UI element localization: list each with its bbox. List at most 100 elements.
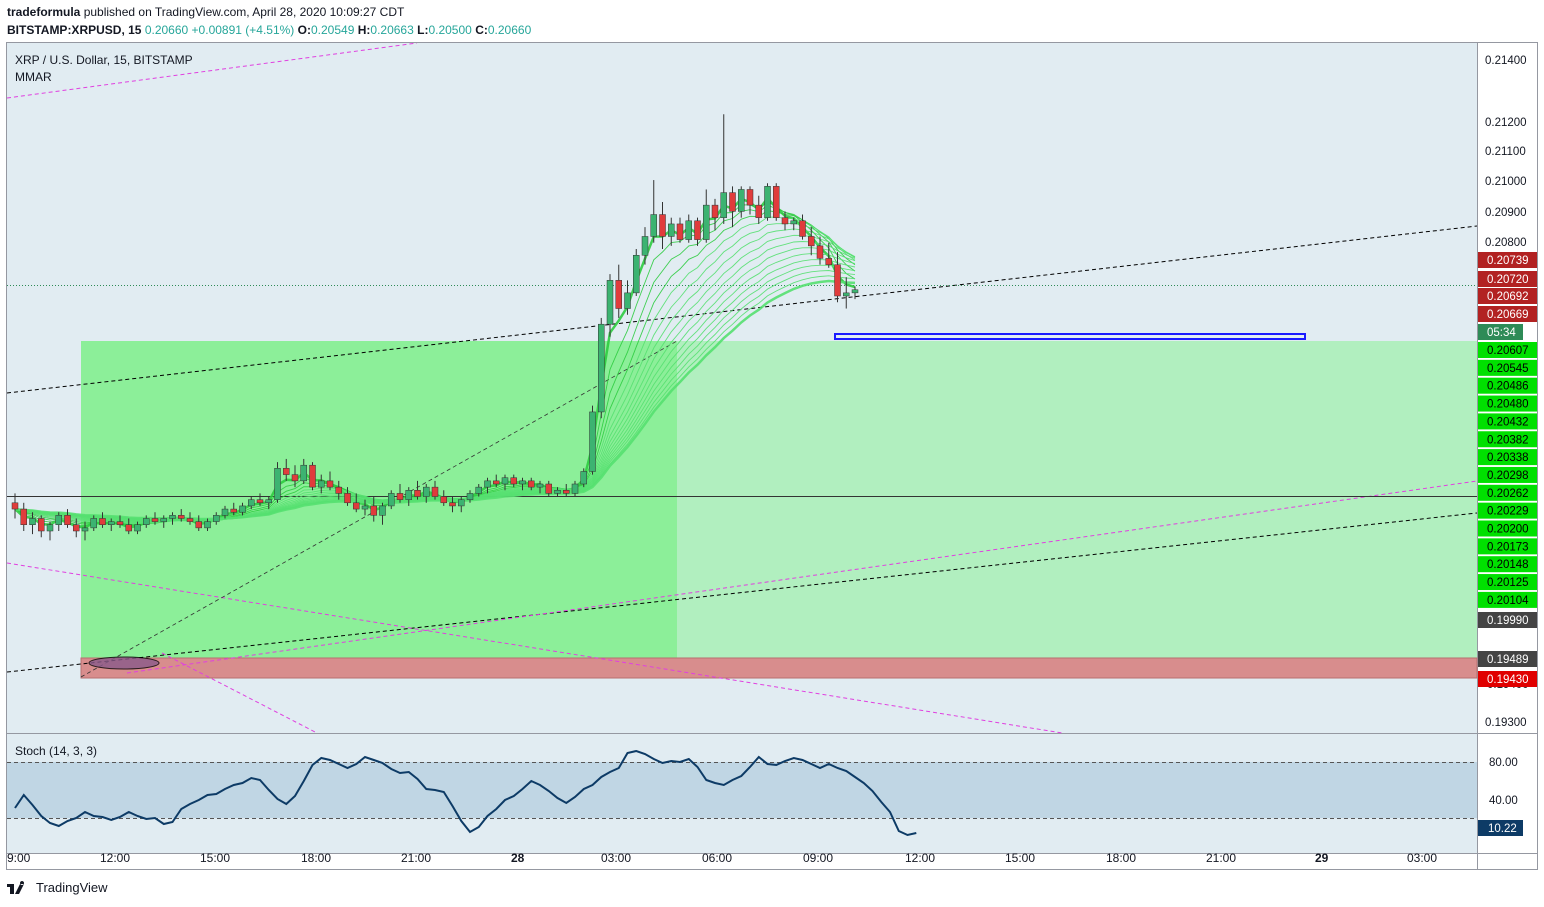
candle-body — [764, 186, 771, 218]
candle-body — [73, 524, 80, 532]
trendline-magenta-top[interactable] — [6, 42, 418, 99]
candle-body — [396, 493, 404, 500]
dark-price-label-bg — [1478, 651, 1537, 667]
candle-body — [11, 502, 19, 510]
candle-body — [720, 192, 727, 218]
stoch-current-label: 10.22 — [1488, 823, 1517, 835]
candle-body — [309, 464, 316, 488]
candle-body — [755, 204, 762, 218]
candle-body — [326, 480, 334, 488]
chart-container[interactable]: XRP / U.S. Dollar, 15, BITSTAMP MMAR Sto… — [6, 42, 1538, 870]
candle-body — [300, 464, 307, 482]
candle-body — [361, 505, 369, 510]
candle-body — [738, 189, 745, 212]
green-price-label: 0.20298 — [1487, 470, 1529, 482]
stoch-axis[interactable]: 80.00 40.00 10.22 — [1478, 757, 1523, 836]
trendline-magenta-up[interactable] — [126, 480, 1478, 674]
candle-body — [694, 220, 701, 240]
open-value: 0.20549 — [310, 23, 355, 37]
chart-canvas[interactable]: XRP / U.S. Dollar, 15, BITSTAMP MMAR Sto… — [6, 42, 1537, 869]
candle-body — [405, 490, 412, 500]
candle-body — [624, 292, 631, 309]
time-tick-label: 03:00 — [601, 851, 631, 865]
green-price-label: 0.20432 — [1487, 416, 1529, 428]
highlight-ellipse[interactable] — [88, 656, 160, 670]
green-price-label-bg — [1478, 591, 1537, 608]
candle-body — [554, 490, 561, 494]
green-price-label-bg — [1478, 431, 1537, 448]
candle-body — [493, 480, 500, 485]
time-tick-label: 15:00 — [200, 851, 230, 865]
green-price-label: 0.20148 — [1487, 559, 1529, 571]
stoch-label[interactable]: Stoch (14, 3, 3) — [15, 744, 97, 758]
candle-body — [344, 493, 351, 504]
candle-body — [64, 515, 71, 525]
time-tick-label: 09:00 — [803, 851, 833, 865]
close-label: C: — [475, 23, 488, 37]
dark-price-label-bg — [1478, 612, 1537, 628]
tradingview-footer[interactable]: TradingView — [6, 879, 108, 895]
stop-price-label-bg — [1478, 671, 1537, 687]
high-label: H: — [357, 23, 371, 37]
time-tick-label: 12:00 — [905, 851, 935, 865]
candle-body — [108, 521, 115, 525]
green-price-label: 0.20173 — [1487, 541, 1529, 553]
candle-body — [711, 204, 719, 218]
price-tick-label: 0.21200 — [1485, 117, 1527, 129]
trendline-magenta-short[interactable] — [161, 652, 318, 734]
candle-body — [370, 505, 377, 516]
candle-body — [291, 474, 299, 482]
price-tick-label: 0.20800 — [1485, 237, 1527, 249]
candle-body — [423, 486, 430, 497]
close-value: 0.20660 — [487, 23, 532, 37]
candle-body — [501, 477, 509, 485]
time-tick-label: 9:00 — [7, 851, 31, 865]
candle-body — [825, 258, 832, 265]
candle-body — [536, 483, 544, 488]
trendline-black-lower[interactable] — [6, 512, 1478, 673]
stoch-k-line — [14, 749, 917, 837]
candle-body — [283, 468, 290, 475]
time-axis[interactable]: 9:00 12:00 15:00 18:00 21:00 28 03:00 06:00 09:0… — [7, 851, 1437, 865]
time-tick-label: 21:00 — [1206, 851, 1236, 865]
low-label: L: — [417, 23, 429, 37]
entry-rectangle[interactable] — [834, 333, 1306, 340]
indicator-name[interactable]: MMAR — [15, 70, 52, 84]
candle-body — [781, 217, 789, 225]
candle-body — [379, 505, 386, 516]
candle-body — [545, 483, 552, 494]
candle-body — [143, 518, 150, 525]
green-price-label: 0.20545 — [1487, 363, 1529, 375]
green-price-label: 0.20338 — [1487, 452, 1529, 464]
trendline-black-upper[interactable] — [6, 225, 1478, 394]
countdown-label: 05:34 — [1487, 327, 1516, 339]
candle-body — [178, 515, 185, 519]
red-price-label: 0.20720 — [1487, 274, 1529, 286]
time-tick-label: 28 — [511, 851, 525, 865]
green-price-label: 0.20486 — [1487, 381, 1529, 393]
candle-body — [169, 515, 176, 519]
open-label: O: — [297, 23, 311, 37]
candle-body — [20, 508, 27, 525]
candle-body — [580, 471, 587, 485]
price-change: +0.00891 (+4.51%) — [191, 23, 295, 37]
candle-body — [790, 220, 797, 225]
time-tick-label: 21:00 — [401, 851, 431, 865]
candle-body — [851, 289, 859, 294]
position-zones — [80, 341, 1478, 679]
price-tick-label: 0.20900 — [1485, 207, 1527, 219]
green-price-label: 0.20200 — [1487, 524, 1529, 536]
chart-title: XRP / U.S. Dollar, 15, BITSTAMP — [15, 53, 193, 67]
candle-body — [221, 508, 229, 516]
author-name[interactable]: tradeformula — [7, 5, 81, 19]
candle-body — [633, 255, 640, 294]
green-price-label-bg — [1478, 359, 1537, 376]
green-price-label-bg — [1478, 502, 1537, 519]
candle-body — [589, 411, 596, 472]
red-price-label: 0.20669 — [1487, 309, 1529, 321]
candle-body — [843, 292, 850, 297]
stop-loss-zone[interactable] — [80, 657, 1478, 679]
candle-body — [160, 518, 167, 522]
price-axis[interactable]: 0.21400 0.21200 0.21100 0.21000 0.20900 0.208… — [1478, 55, 1537, 729]
trendline-magenta-down[interactable] — [6, 562, 1063, 734]
